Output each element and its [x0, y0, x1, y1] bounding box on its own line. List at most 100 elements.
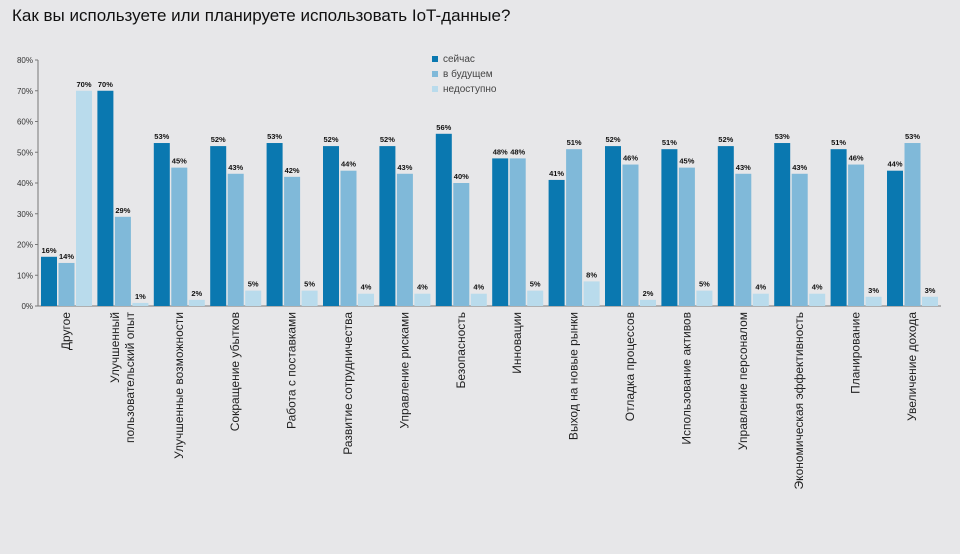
bar-now	[435, 133, 452, 306]
data-label: 16%	[41, 246, 56, 255]
category-label: Безопасность	[454, 312, 468, 389]
bar-future	[284, 176, 301, 306]
data-label: 5%	[530, 280, 541, 289]
bar-future	[509, 158, 526, 306]
data-label: 5%	[699, 280, 710, 289]
data-label: 53%	[905, 132, 920, 141]
category-label: пользовательский опыт	[123, 312, 137, 444]
category-label: Развитие сотрудничества	[341, 312, 355, 455]
bar-future	[340, 170, 357, 306]
category-label: Работа с поставками	[285, 312, 299, 429]
bar-unavailable	[301, 290, 318, 306]
data-label: 3%	[868, 286, 879, 295]
category-label: Инновации	[510, 312, 524, 374]
category-label: Планирование	[849, 312, 863, 394]
y-tick-label: 0%	[21, 302, 33, 311]
data-label: 70%	[76, 80, 91, 89]
data-label: 51%	[567, 138, 582, 147]
data-label: 44%	[887, 160, 902, 169]
bar-future	[227, 173, 244, 306]
y-tick-label: 30%	[17, 210, 33, 219]
bar-now	[830, 149, 847, 306]
bar-unavailable	[922, 296, 938, 306]
data-label: 48%	[493, 147, 508, 156]
data-label: 52%	[380, 135, 395, 144]
data-label: 46%	[623, 154, 638, 163]
bar-now	[605, 146, 621, 306]
bar-future	[622, 164, 639, 306]
data-label: 41%	[549, 169, 564, 178]
data-label: 51%	[831, 138, 846, 147]
bar-future	[58, 262, 75, 306]
y-tick-label: 70%	[17, 87, 33, 96]
bar-future	[453, 183, 470, 306]
y-tick-label: 10%	[17, 271, 33, 280]
bar-unavailable	[527, 290, 544, 306]
legend-label: сейчас	[443, 54, 475, 65]
bar-now	[492, 158, 509, 306]
data-label: 53%	[775, 132, 790, 141]
data-label: 40%	[454, 172, 469, 181]
data-label: 29%	[115, 206, 130, 215]
bar-now	[379, 146, 396, 306]
legend-label: недоступно	[443, 84, 497, 95]
bar-unavailable	[583, 281, 600, 306]
bar-now	[323, 146, 339, 306]
bar-unavailable	[470, 293, 487, 306]
category-label: Улучшенный	[108, 312, 122, 383]
data-label: 43%	[792, 163, 807, 172]
bar-unavailable	[245, 290, 262, 306]
bar-future	[735, 173, 752, 306]
data-label: 45%	[172, 157, 187, 166]
y-tick-label: 50%	[17, 148, 33, 157]
bar-now	[153, 143, 170, 306]
data-label: 46%	[849, 154, 864, 163]
bar-now	[774, 143, 791, 306]
data-label: 43%	[397, 163, 412, 172]
category-label: Сокращение убытков	[228, 312, 242, 431]
bar-unavailable	[696, 290, 713, 306]
bar-unavailable	[76, 90, 92, 306]
legend-label: в будущем	[443, 68, 493, 80]
y-tick-label: 80%	[17, 56, 33, 65]
bar-future	[171, 167, 188, 306]
legend-swatch	[432, 86, 438, 92]
category-label: Выход на новые рынки	[567, 312, 581, 440]
data-label: 4%	[417, 283, 428, 292]
data-label: 45%	[679, 157, 694, 166]
data-label: 43%	[228, 163, 243, 172]
category-label: Отладка процессов	[623, 312, 637, 421]
data-label: 42%	[285, 166, 300, 175]
data-label: 52%	[605, 135, 620, 144]
bar-future	[678, 167, 695, 306]
data-label: 2%	[643, 289, 654, 298]
bar-now	[41, 256, 57, 306]
bar-now	[887, 170, 903, 306]
bar-future	[904, 143, 921, 306]
data-label: 8%	[586, 270, 597, 279]
y-tick-label: 60%	[17, 118, 33, 127]
bar-now	[97, 90, 114, 306]
data-label: 4%	[812, 283, 823, 292]
bar-unavailable	[358, 293, 374, 306]
bar-now	[717, 146, 734, 306]
bar-unavailable	[865, 296, 882, 306]
data-label: 1%	[135, 292, 146, 301]
bar-now	[266, 143, 283, 306]
bar-unavailable	[640, 299, 656, 306]
chart-title: Как вы используете или планируете исполь…	[12, 6, 511, 25]
bar-unavailable	[188, 299, 205, 306]
bar-future	[791, 173, 808, 306]
category-label: Использование активов	[679, 312, 693, 445]
data-label: 14%	[59, 252, 74, 261]
y-tick-label: 40%	[17, 179, 33, 188]
data-label: 3%	[925, 286, 936, 295]
bar-now	[548, 179, 565, 306]
legend-swatch	[432, 56, 438, 62]
data-label: 53%	[267, 132, 282, 141]
category-label: Экономическая эффективность	[792, 312, 806, 489]
bar-future	[114, 216, 131, 306]
data-label: 53%	[154, 132, 169, 141]
category-label: Управление рисками	[397, 312, 411, 429]
data-label: 44%	[341, 160, 356, 169]
